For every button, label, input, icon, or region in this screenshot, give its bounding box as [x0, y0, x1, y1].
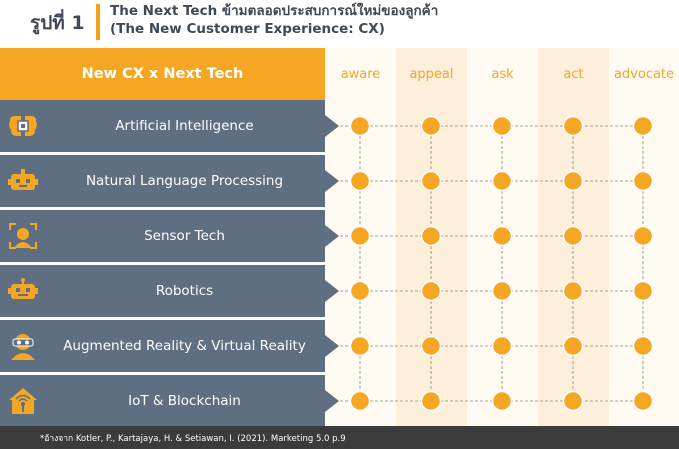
row-label: Robotics — [155, 283, 214, 299]
figure-title: The Next Tech ข้ามตลอดประสบการณ์ใหม่ของล… — [110, 2, 438, 38]
row-label: Sensor Tech — [144, 228, 225, 244]
header-title: New CX x Next Tech — [0, 48, 325, 100]
row-arrow — [325, 170, 339, 192]
robot-icon — [8, 278, 38, 299]
face-scan-icon — [9, 223, 37, 249]
tech-row-sensor: Sensor Tech — [0, 210, 325, 262]
vr-headset-icon — [11, 334, 35, 360]
node-row2-aware — [349, 170, 371, 192]
node-row1-ask — [491, 115, 513, 137]
node-row1-advocate — [632, 115, 654, 137]
stage-label-aware: aware — [340, 66, 381, 82]
node-row5-act — [562, 335, 584, 357]
node-row4-advocate — [632, 280, 654, 302]
node-row6-appeal — [420, 390, 442, 412]
node-row2-advocate — [632, 170, 654, 192]
figure-title-line-2: (The New Customer Experience: CX) — [110, 21, 385, 37]
tech-row-ar-vr: Augmented Reality & Virtual Reality — [0, 320, 325, 372]
node-row3-act — [562, 225, 584, 247]
node-row6-advocate — [632, 390, 654, 412]
figure-title-line-1: The Next Tech ข้ามตลอดประสบการณ์ใหม่ของล… — [110, 3, 439, 19]
node-row3-aware — [349, 225, 371, 247]
node-row6-ask — [491, 390, 513, 412]
tech-row-robotics: Robotics — [0, 265, 325, 317]
stage-label-advocate: advocate — [613, 66, 675, 82]
node-row2-act — [562, 170, 584, 192]
tech-row-ai: Artificial Intelligence — [0, 100, 325, 152]
node-row2-appeal — [420, 170, 442, 192]
node-row2-ask — [491, 170, 513, 192]
figure-label: รูปที่ 1 — [30, 12, 85, 34]
row-label: Artificial Intelligence — [115, 118, 254, 134]
node-row6-aware — [349, 390, 371, 412]
row-label: Augmented Reality & Virtual Reality — [63, 338, 306, 354]
row-arrow — [325, 280, 339, 302]
node-row3-ask — [491, 225, 513, 247]
tech-row-nlp: Natural Language Processing — [0, 155, 325, 207]
node-row1-aware — [349, 115, 371, 137]
stage-label-act: act — [563, 66, 584, 82]
node-row5-ask — [491, 335, 513, 357]
node-row4-aware — [349, 280, 371, 302]
chat-robot-icon — [8, 169, 38, 190]
row-arrow — [325, 225, 339, 247]
node-row5-advocate — [632, 335, 654, 357]
row-label: Natural Language Processing — [85, 173, 284, 189]
smart-home-icon — [9, 388, 37, 414]
stage-label-appeal: appeal — [409, 66, 454, 82]
stage-label-ask: ask — [491, 66, 514, 82]
source-citation: *อ้างจาก Kotler, P., Kartajaya, H. & Set… — [0, 426, 679, 449]
node-row3-appeal — [420, 225, 442, 247]
tech-row-iot: IoT & Blockchain — [0, 375, 325, 427]
node-row3-advocate — [632, 225, 654, 247]
node-row4-ask — [491, 280, 513, 302]
node-row5-appeal — [420, 335, 442, 357]
brain-chip-icon — [9, 116, 37, 136]
node-row5-aware — [349, 335, 371, 357]
row-arrow — [325, 115, 339, 137]
row-arrow — [325, 335, 339, 357]
node-row1-act — [562, 115, 584, 137]
node-row6-act — [562, 390, 584, 412]
row-label: IoT & Blockchain — [128, 393, 241, 409]
row-arrow — [325, 390, 339, 412]
node-row1-appeal — [420, 115, 442, 137]
node-row4-appeal — [420, 280, 442, 302]
caption-divider — [96, 4, 100, 40]
node-row4-act — [562, 280, 584, 302]
